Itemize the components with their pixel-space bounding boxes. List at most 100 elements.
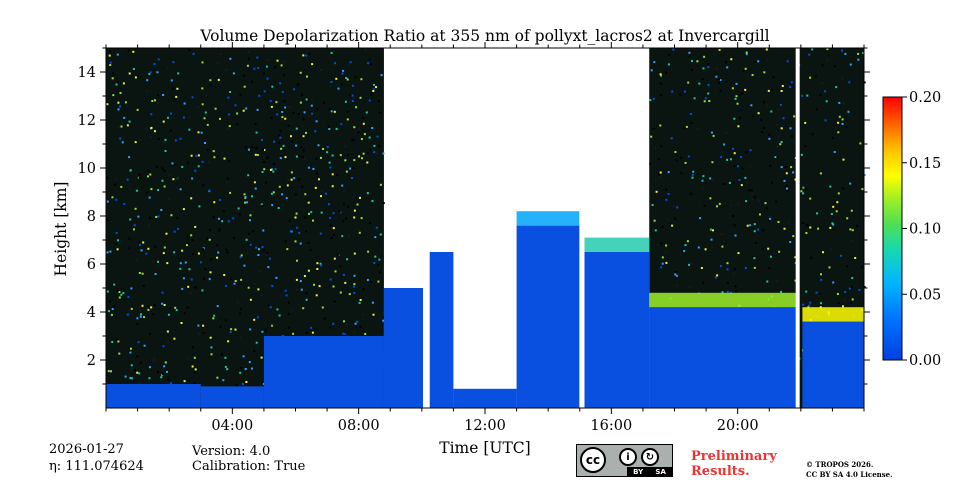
noise-speck bbox=[837, 192, 840, 195]
footer-eta: η: 111.074624 bbox=[49, 459, 144, 474]
noise-speck bbox=[666, 218, 669, 221]
noise-speck bbox=[200, 131, 203, 134]
noise-speck bbox=[701, 186, 704, 189]
noise-speck bbox=[344, 159, 347, 162]
noise-speck bbox=[202, 250, 205, 253]
noise-speck bbox=[695, 80, 698, 83]
noise-speck bbox=[825, 100, 828, 103]
noise-speck bbox=[757, 60, 760, 63]
noise-speck bbox=[296, 259, 298, 262]
noise-speck bbox=[204, 142, 206, 144]
noise-speck bbox=[767, 89, 770, 92]
noise-speck bbox=[302, 307, 305, 310]
noise-speck bbox=[222, 379, 225, 382]
noise-speck bbox=[195, 154, 198, 157]
noise-speck bbox=[753, 223, 756, 226]
noise-speck bbox=[111, 341, 114, 343]
noise-speck bbox=[288, 219, 291, 222]
noise-speck bbox=[310, 211, 313, 214]
noise-speck bbox=[166, 262, 169, 265]
noise-speck bbox=[201, 87, 204, 90]
noise-speck bbox=[218, 228, 221, 231]
noise-speck bbox=[274, 168, 277, 170]
noise-speck bbox=[833, 65, 836, 68]
noise-speck bbox=[851, 298, 854, 301]
noise-speck bbox=[213, 156, 216, 159]
noise-speck bbox=[794, 256, 797, 259]
noise-speck bbox=[194, 225, 197, 228]
noise-speck bbox=[283, 100, 286, 103]
noise-speck bbox=[754, 196, 757, 199]
noise-speck bbox=[208, 189, 211, 192]
noise-speck bbox=[246, 64, 249, 67]
noise-speck bbox=[832, 281, 835, 284]
noise-speck bbox=[781, 85, 784, 87]
noise-speck bbox=[299, 71, 302, 74]
noise-speck bbox=[294, 214, 297, 217]
noise-speck bbox=[844, 290, 847, 293]
noise-speck bbox=[811, 48, 814, 51]
noise-speck bbox=[286, 178, 289, 181]
noise-speck bbox=[192, 52, 195, 55]
noise-speck bbox=[794, 279, 797, 282]
noise-speck bbox=[279, 130, 282, 133]
noise-speck bbox=[117, 81, 119, 84]
y-tick-label: 2 bbox=[87, 353, 96, 369]
cc-sa-label: SA bbox=[655, 467, 666, 476]
noise-speck bbox=[716, 67, 719, 70]
noise-speck bbox=[270, 192, 273, 195]
noise-speck bbox=[356, 320, 359, 323]
noise-speck bbox=[256, 316, 259, 319]
noise-speck bbox=[731, 87, 734, 90]
noise-speck bbox=[175, 309, 178, 312]
noise-speck bbox=[836, 293, 839, 295]
noise-speck bbox=[321, 306, 324, 309]
noise-speck bbox=[746, 224, 749, 227]
noise-speck bbox=[111, 308, 114, 311]
noise-speck bbox=[366, 161, 369, 164]
noise-speck bbox=[676, 206, 679, 209]
noise-speck bbox=[261, 246, 264, 248]
noise-speck bbox=[749, 149, 752, 152]
noise-speck bbox=[271, 85, 274, 88]
noise-speck bbox=[245, 381, 248, 383]
y-tick-label: 10 bbox=[78, 161, 96, 177]
noise-speck bbox=[686, 240, 689, 243]
noise-speck bbox=[166, 67, 169, 70]
colorbar-tick-label: 0.10 bbox=[909, 222, 941, 238]
cc-license-badge[interactable]: cc i ↻ BY SA bbox=[576, 444, 673, 477]
noise-speck bbox=[346, 258, 349, 261]
y-axis: 2 4 6 8 10 12 14 bbox=[78, 47, 870, 385]
y-tick-label: 12 bbox=[78, 113, 96, 129]
noise-speck bbox=[247, 234, 250, 237]
noise-speck bbox=[262, 229, 265, 232]
noise-speck bbox=[361, 313, 364, 316]
noise-speck bbox=[183, 380, 186, 383]
noise-speck bbox=[281, 90, 284, 93]
noise-speck bbox=[216, 256, 219, 259]
noise-speck bbox=[307, 166, 310, 169]
noise-speck bbox=[106, 176, 109, 179]
noise-speck bbox=[776, 123, 778, 126]
noise-speck bbox=[298, 73, 301, 76]
noise-speck bbox=[353, 138, 356, 141]
signal-segment bbox=[584, 252, 650, 408]
noise-speck bbox=[147, 175, 149, 178]
noise-speck bbox=[161, 179, 164, 182]
signal-bands bbox=[106, 211, 864, 408]
noise-speck bbox=[112, 72, 115, 75]
noise-speck bbox=[130, 287, 133, 290]
noise-speck bbox=[204, 268, 207, 271]
noise-speck bbox=[110, 195, 112, 198]
cc-by-label: BY bbox=[633, 467, 644, 476]
noise-speck bbox=[304, 216, 307, 219]
noise-speck bbox=[164, 138, 167, 141]
noise-speck bbox=[688, 54, 691, 57]
noise-speck bbox=[179, 137, 182, 140]
noise-speck bbox=[209, 83, 212, 86]
noise-speck bbox=[845, 125, 847, 128]
noise-speck bbox=[308, 212, 310, 215]
x-tick-label: 12:00 bbox=[464, 418, 506, 434]
noise-speck bbox=[109, 250, 112, 253]
noise-speck bbox=[134, 76, 137, 79]
